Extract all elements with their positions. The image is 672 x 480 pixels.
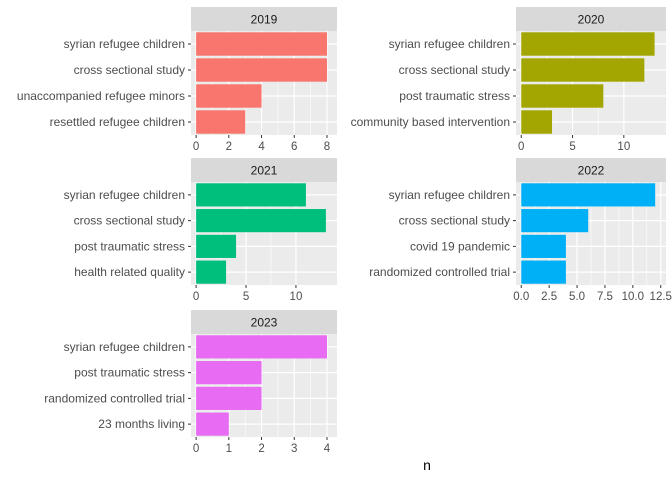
x-tick-label: 0	[193, 291, 199, 303]
y-tick-label: resettled refugee children	[50, 115, 185, 129]
y-tick-label: syrian refugee children	[389, 37, 510, 51]
x-tick-label: 4	[324, 443, 331, 455]
bar	[196, 361, 262, 385]
y-tick-label: cross sectional study	[399, 63, 510, 77]
facet-strip-label: 2019	[251, 13, 278, 27]
facet-panel-2021: 2021 syrian refugee children cross section…	[64, 158, 337, 303]
x-tick-label: 10	[290, 291, 303, 303]
x-tick-label: 2.5	[541, 291, 557, 303]
y-tick-label: post traumatic stress	[399, 89, 510, 103]
facet-panel-2023: 2023 syrian refugee children post traumati…	[44, 310, 337, 455]
y-tick-label: syrian refugee children	[389, 188, 510, 202]
y-tick-label: cross sectional study	[74, 214, 185, 228]
y-tick-label: post traumatic stress	[74, 239, 185, 253]
x-tick-label: 2	[226, 141, 232, 153]
bar	[196, 110, 246, 134]
y-tick-label: syrian refugee children	[64, 340, 185, 354]
x-tick-label: 10	[617, 141, 630, 153]
x-tick-label: 0	[193, 443, 199, 455]
x-tick-label: 5	[243, 291, 249, 303]
bar	[521, 260, 566, 284]
x-axis-title: n	[423, 457, 431, 473]
bar	[196, 32, 327, 56]
y-tick-label: cross sectional study	[74, 63, 185, 77]
y-tick-label: post traumatic stress	[74, 366, 185, 380]
bar	[521, 32, 655, 56]
bar	[196, 412, 229, 436]
facet-panel-2019: 2019 syrian refugee children cross section…	[17, 7, 337, 153]
x-tick-label: 8	[324, 141, 330, 153]
y-tick-label: covid 19 pandemic	[410, 239, 510, 253]
y-tick-label: syrian refugee children	[64, 188, 185, 202]
bar	[521, 209, 589, 233]
y-tick-label: cross sectional study	[399, 214, 510, 228]
x-tick-label: 0	[193, 141, 199, 153]
x-tick-label: 5.0	[569, 291, 585, 303]
bar	[521, 110, 553, 134]
x-tick-label: 5	[569, 141, 575, 153]
facet-strip-label: 2023	[251, 316, 278, 330]
x-tick-label: 1	[226, 443, 232, 455]
facet-strip-label: 2022	[578, 164, 605, 178]
bar	[521, 58, 645, 82]
facet-panel-2022: 2022 syrian refugee children cross section…	[369, 158, 672, 303]
facet-strip	[191, 7, 337, 31]
x-tick-label: 4	[258, 141, 265, 153]
bar	[196, 58, 327, 82]
bar	[196, 386, 262, 410]
y-tick-label: unaccompanied refugee minors	[17, 89, 185, 103]
x-tick-label: 10.0	[622, 291, 644, 303]
y-tick-label: randomized controlled trial	[44, 391, 185, 405]
facet-strip	[191, 158, 337, 182]
y-tick-label: community based intervention	[351, 115, 510, 129]
x-tick-label: 0.0	[513, 291, 529, 303]
bar	[521, 84, 604, 108]
bar	[196, 234, 237, 258]
y-tick-label: syrian refugee children	[64, 37, 185, 51]
bar	[196, 84, 262, 108]
y-tick-label: 23 months living	[98, 417, 185, 431]
y-tick-label: randomized controlled trial	[369, 265, 510, 279]
x-tick-label: 3	[291, 443, 297, 455]
bar	[196, 209, 326, 233]
bar	[196, 335, 327, 359]
x-tick-label: 6	[291, 141, 297, 153]
bar	[196, 183, 306, 207]
facet-strip-label: 2020	[578, 13, 605, 27]
x-tick-label: 0	[518, 141, 524, 153]
x-tick-label: 7.5	[597, 291, 613, 303]
bar	[521, 183, 656, 207]
bar	[521, 234, 566, 258]
facet-strip	[191, 310, 337, 334]
x-tick-label: 12.5	[650, 291, 672, 303]
facet-strip	[516, 7, 666, 31]
x-tick-label: 2	[258, 443, 264, 455]
bar	[196, 260, 227, 284]
facet-panel-2020: 2020 syrian refugee children cross section…	[351, 7, 666, 153]
facet-strip	[516, 158, 666, 182]
y-tick-label: health related quality	[74, 265, 185, 279]
facet-strip-label: 2021	[251, 164, 278, 178]
